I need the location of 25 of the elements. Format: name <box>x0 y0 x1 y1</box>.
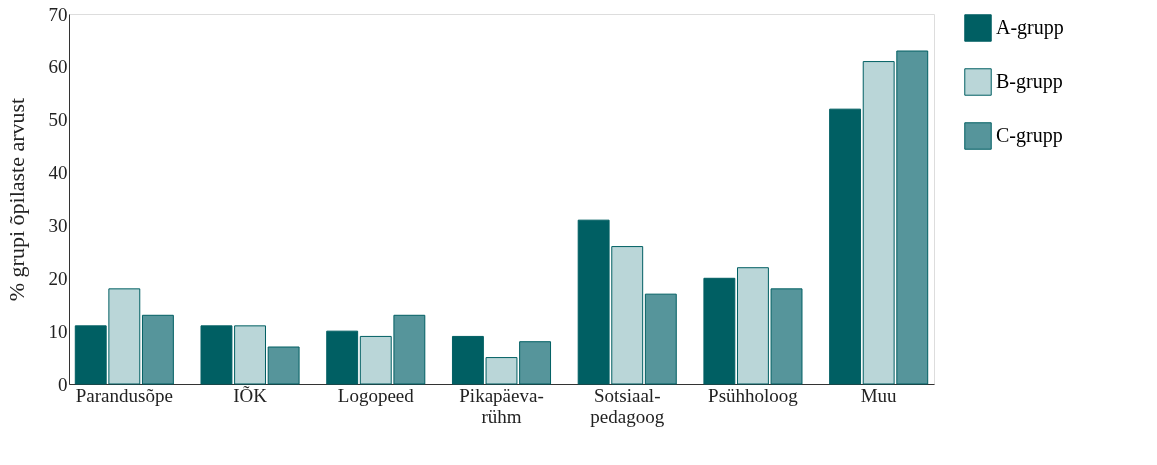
y-axis-title: % grupi õpilaste arvust <box>3 97 29 302</box>
legend-label: A-grupp <box>996 16 1064 39</box>
x-tick-label: Pikapäeva- rühm <box>459 384 544 427</box>
y-tick-label: 40 <box>48 162 68 184</box>
bar <box>267 346 300 385</box>
y-tick-label: 30 <box>48 214 68 236</box>
bar <box>141 314 174 385</box>
x-tick-label: Logopeed <box>337 384 415 406</box>
x-tick-label: Muu <box>860 384 898 406</box>
x-tick-label: IÕK <box>233 384 268 406</box>
y-tick-label: 50 <box>48 109 68 131</box>
x-tick-label: Sotsiaal- pedagoog <box>590 384 665 427</box>
y-tick-label: 60 <box>48 56 68 78</box>
bar <box>829 108 862 385</box>
y-tick-label: 20 <box>48 267 68 289</box>
bar <box>703 277 736 385</box>
y-tick-label: 70 <box>48 3 68 25</box>
y-tick-label: 10 <box>48 320 68 342</box>
legend-label: B-grupp <box>996 70 1063 93</box>
legend-label: C-grupp <box>996 124 1063 147</box>
x-tick-label: Psühholoog <box>708 384 799 406</box>
bar <box>644 293 677 385</box>
x-tick-label: Parandusõpe <box>75 384 173 406</box>
bar <box>326 330 359 385</box>
y-tick-label: 0 <box>58 373 68 395</box>
